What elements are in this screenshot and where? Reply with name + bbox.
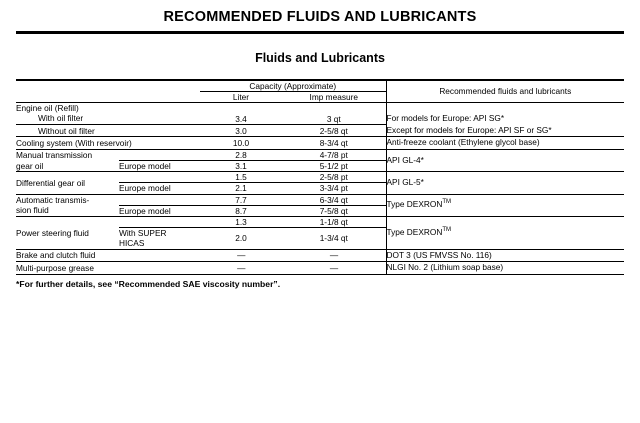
fluids-table-wrap: Capacity (Approximate) Recommended fluid… [16,78,625,275]
table-row: Power steering fluid 1.3 1-1/8 qt Type D… [16,215,625,250]
table-row: With SUPER HICAS 2.0 1-3/4 qt [16,226,624,250]
cell-imp: 3 qt [326,113,341,124]
header-recommended: Recommended fluids and lubricants [385,78,625,103]
cell-imp: 7-5/8 qt [282,204,387,217]
cell-imp: — [282,248,387,262]
recommended-text: Type DEXRON [386,227,443,237]
row-label-multi-purpose-grease: Multi-purpose grease [16,261,200,275]
header-spacer-label-2 [16,91,119,102]
section-title: Fluids and Lubricants [255,50,385,65]
cell-liter: 3.0 [200,124,282,137]
cell-imp: 6-3/4 qt [282,193,387,206]
cell-sub-super-hicas: With SUPER HICAS [119,226,200,250]
table-row: Manual transmission gear oil 2.8 4-7/8 p… [16,148,625,172]
cell-recommended [385,101,625,114]
table-row: Multi-purpose grease — — NLGI No. 2 (Lit… [16,261,625,275]
cell-imp: 3-3/4 pt [282,182,387,195]
fluids-table: Capacity (Approximate) Recommended fluid… [16,78,625,275]
title-divider [16,30,624,34]
table-row: Without oil filter 3.0 2-5/8 qt Except f… [16,124,625,137]
page-title: RECOMMENDED FLUIDS AND LUBRICANTS [163,9,477,25]
cell-sub [119,215,200,228]
label-line-2: sion fluid [16,205,49,216]
cell-recommended: API GL-5* [385,171,625,195]
cell-liter: 2.1 [200,182,282,195]
row-label-power-steering: Power steering fluid [16,215,119,250]
table-row: Europe model 2.1 3-3/4 pt [16,182,624,195]
table-row: With oil filter 3.4 3 qt For models for … [16,113,625,125]
cell-liter [200,101,282,114]
table-row: Brake and clutch fluid — — DOT 3 (US FMV… [16,248,625,262]
row-label-automatic-transmission: Automatic transmis- sion fluid [16,193,119,217]
recommended-text: Type DEXRON [386,199,443,210]
cell-imp: — [282,261,387,275]
cell-liter: 2.8 [200,148,282,161]
cell-sub [119,193,200,206]
row-label-manual-transmission: Manual transmission gear oil [16,148,119,172]
cell-imp [282,101,387,114]
header-imp-measure: Imp measure [282,90,387,103]
table-header-sub-row: Liter Imp measure [16,90,624,103]
cell-liter: — [200,261,282,275]
cell-sub [119,148,200,161]
cell-sub-europe-model: Europe model [119,159,200,172]
cell-liter: — [200,248,282,262]
footnote: *For further details, see “Recommended S… [16,278,281,289]
cell-recommended: NLGI No. 2 (Lithium soap base) [385,261,625,275]
cell-liter: 3.4 [235,113,247,124]
label-line-2: gear oil [16,160,44,171]
sub-line-1: With SUPER [119,227,167,238]
header-capacity-group: Capacity (Approximate) [200,78,387,92]
table-row: Engine oil (Refill) [16,101,625,114]
table-row: Differential gear oil 1.5 2-5/8 pt API G… [16,171,625,195]
cell-liter: 1.3 [200,215,282,228]
trademark-symbol: TM [442,199,451,206]
cell-recommended: For models for Europe: API SG* [385,113,625,125]
cell-imp: 1-3/4 qt [282,226,387,250]
cell-recommended: Anti-freeze coolant (Ethylene glycol bas… [385,136,625,150]
row-label-with-oil-filter: With oil filter [38,113,84,124]
cell-recommended: Except for models for Europe: API SF or … [385,124,625,137]
cell-liter: 1.5 [200,171,282,183]
cell-liter: 8.7 [200,204,282,217]
table-header-group-row: Capacity (Approximate) Recommended fluid… [16,78,625,103]
cell-imp: 1-1/8 qt [282,215,387,228]
cell-recommended: Type DEXRONTM [385,215,625,250]
sub-line-2: HICAS [119,238,145,249]
header-liter: Liter [200,90,282,103]
cell-recommended: DOT 3 (US FMVSS No. 116) [385,248,625,262]
row-label-cooling-system: Cooling system (With reservoir) [16,136,200,150]
header-spacer-label [16,78,119,92]
cell-imp: 5-1/2 pt [282,159,387,172]
table-row: Cooling system (With reservoir) 10.0 8-3… [16,136,625,150]
row-label-differential-gear-oil: Differential gear oil [16,171,119,195]
row-label-without-oil-filter: Without oil filter [16,124,200,137]
header-spacer-sub-2 [119,91,200,102]
row-label-brake-clutch-fluid: Brake and clutch fluid [16,248,200,262]
cell-liter: 2.0 [200,226,282,250]
cell-imp: 8-3/4 qt [282,136,387,150]
cell-sub [119,171,200,183]
cell-sub-europe-model: Europe model [119,204,200,217]
row-label-engine-oil: Engine oil (Refill) [16,101,200,114]
cell-sub-europe-model: Europe model [119,182,200,195]
table-row: Automatic transmis- sion fluid 7.7 6-3/4… [16,193,625,217]
table-row: Europe model 3.1 5-1/2 pt [16,159,624,172]
label-line-1: Manual transmission [16,150,93,161]
cell-recommended: API GL-4* [385,148,625,172]
cell-liter: 7.7 [200,193,282,206]
cell-recommended: Type DEXRONTM [385,193,625,217]
cell-imp: 4-7/8 pt [282,148,387,161]
table-row: Europe model 8.7 7-5/8 qt [16,204,624,217]
cell-imp: 2-5/8 pt [282,171,387,183]
trademark-symbol: TM [442,227,451,234]
cell-imp: 2-5/8 qt [282,124,387,137]
header-spacer-sub [119,78,200,92]
cell-liter: 3.1 [200,159,282,172]
label-line-1: Automatic transmis- [16,194,90,205]
cell-liter: 10.0 [200,136,282,150]
